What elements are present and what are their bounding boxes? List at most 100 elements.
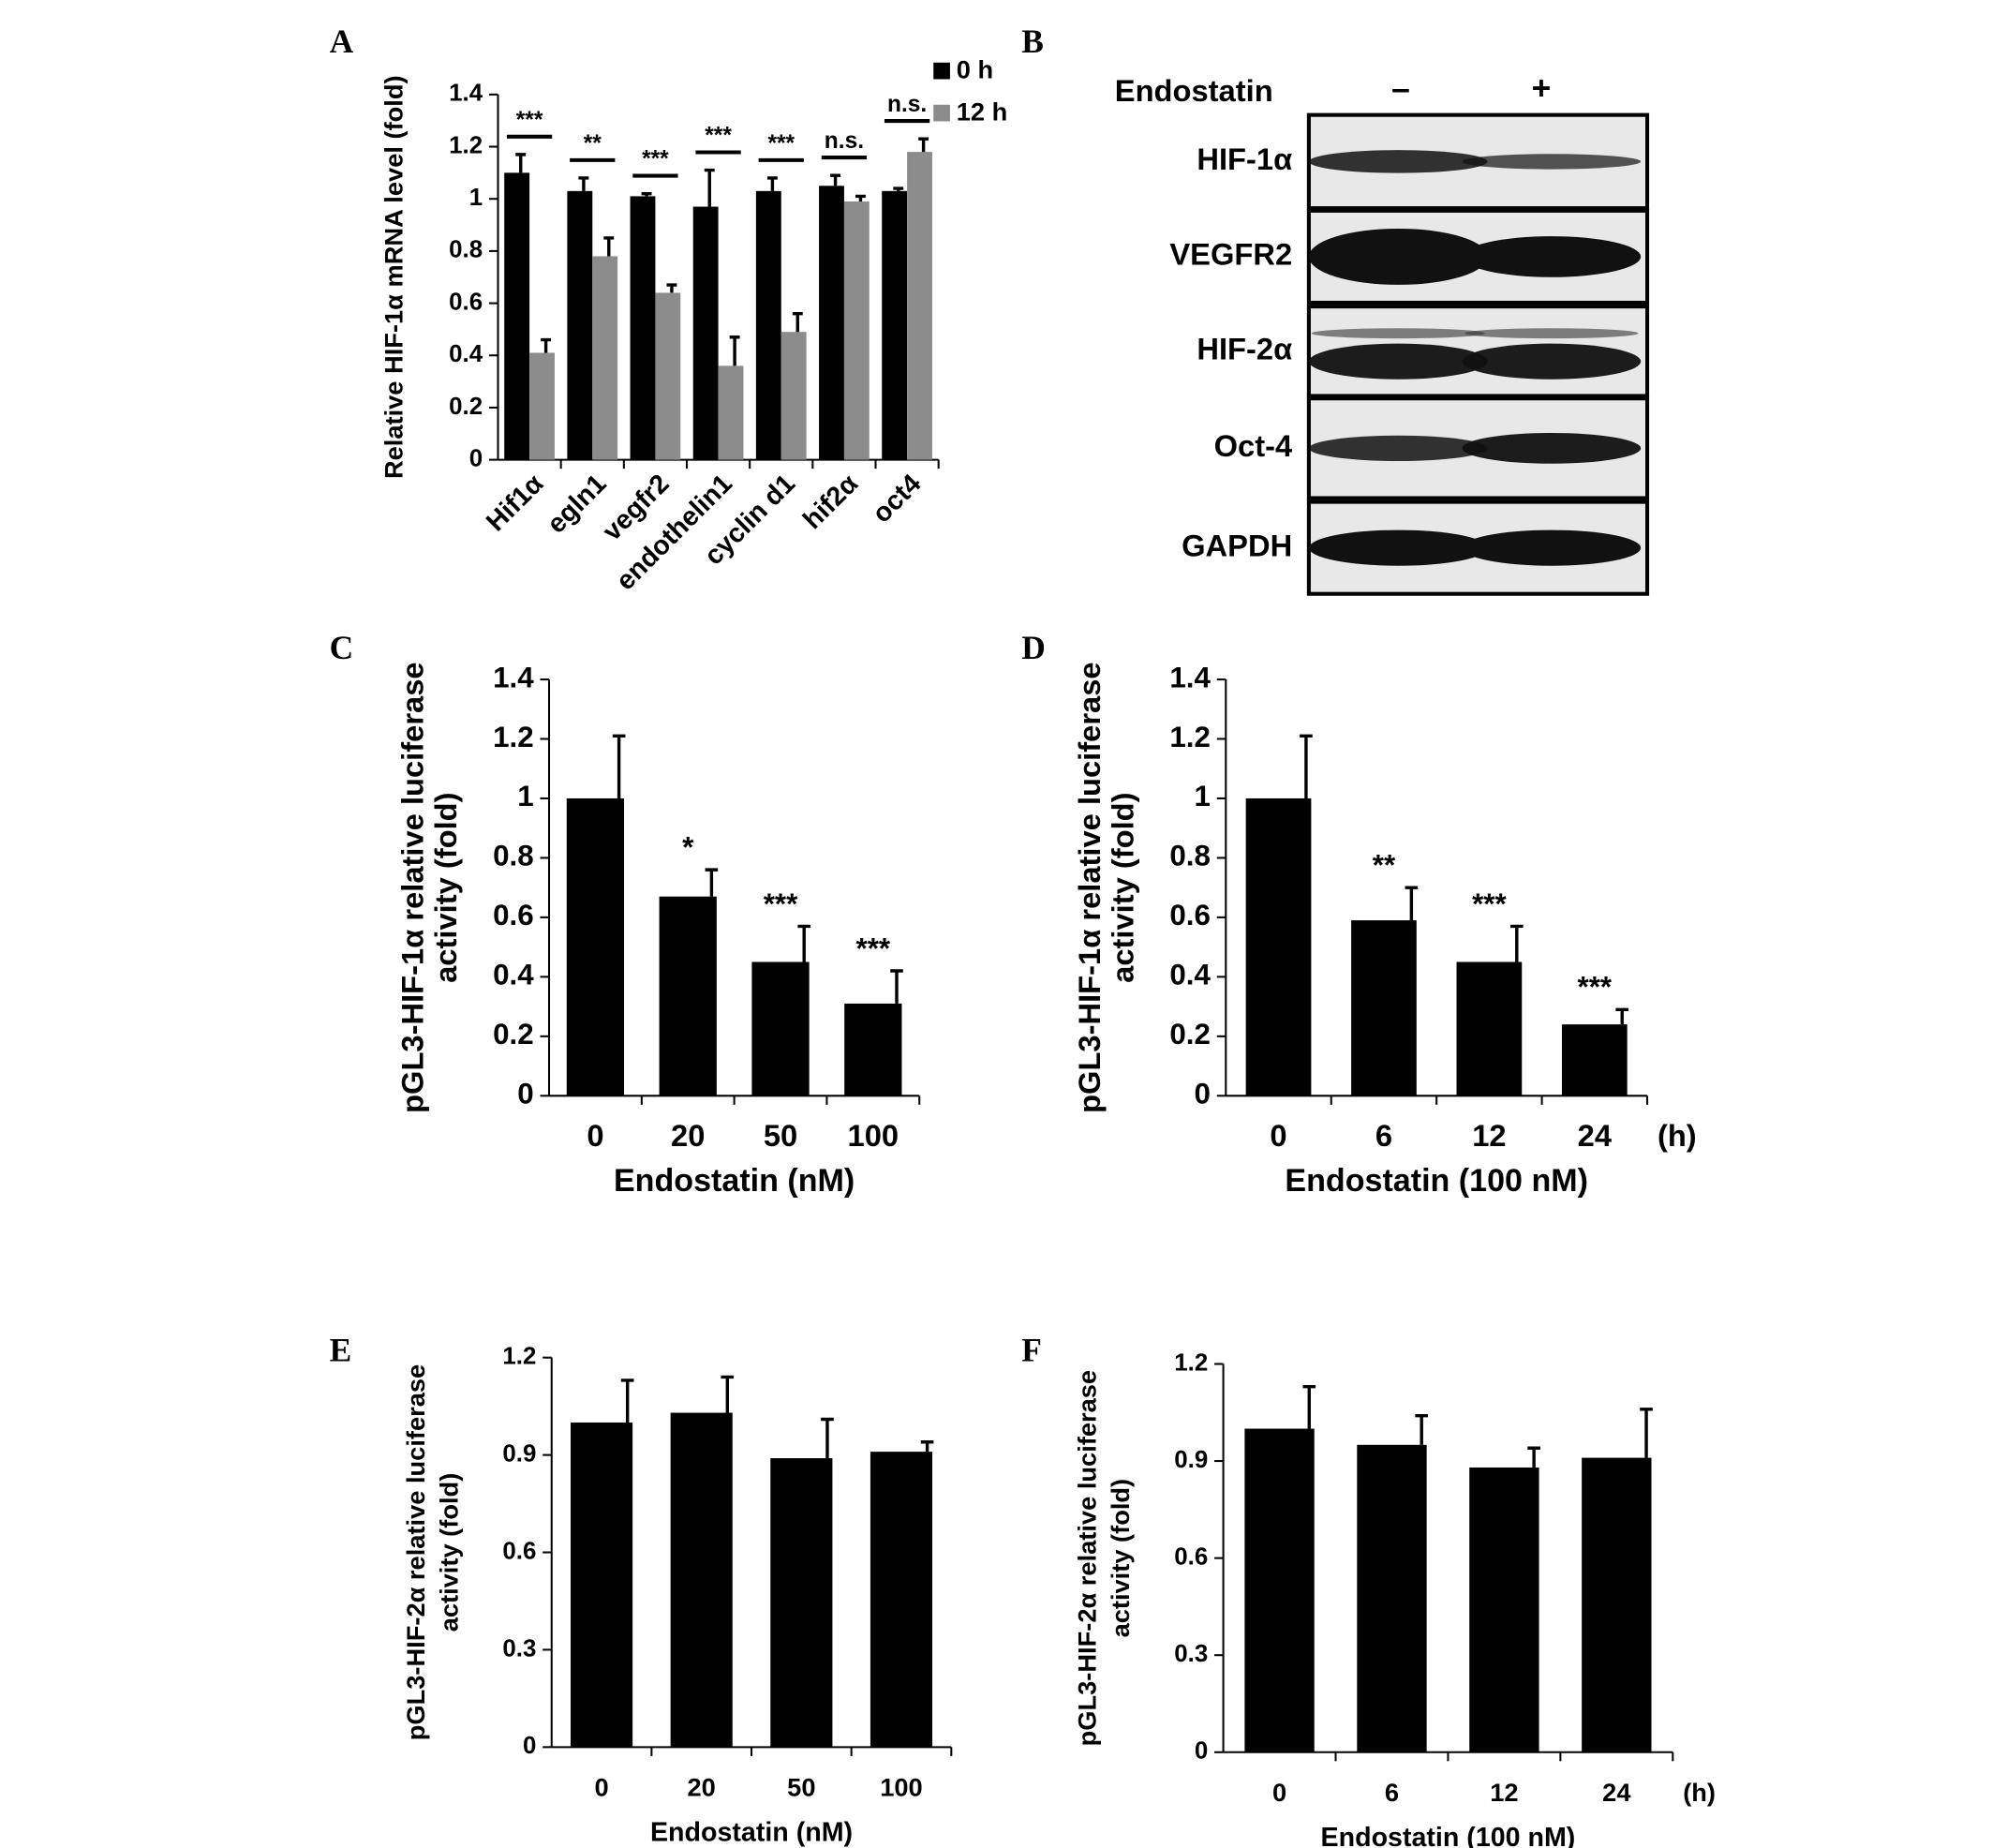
y-axis-label: activity (fold) — [1106, 1479, 1135, 1638]
bar — [780, 332, 807, 460]
error-bar — [578, 176, 589, 191]
y-axis-label: pGL3-HIF-2α relative luciferase — [1073, 1370, 1102, 1746]
row-label: GAPDH — [1182, 528, 1292, 562]
y-tick-label: 0 — [523, 1733, 536, 1759]
x-axis-label: Endostatin (nM) — [614, 1163, 855, 1199]
error-bar — [1640, 1408, 1653, 1458]
x-tick-label: 0 — [1270, 1118, 1286, 1153]
bar — [1244, 1428, 1315, 1752]
x-tick-label: hif2α — [797, 469, 864, 535]
y-tick-label: 1.2 — [493, 721, 534, 753]
y-tick-label: 0.8 — [449, 237, 483, 263]
error-bar — [704, 168, 715, 207]
y-tick-label: 1 — [469, 185, 483, 211]
error-bar — [1415, 1414, 1429, 1445]
bar — [1469, 1467, 1539, 1752]
row-label: VEGFR2 — [1169, 237, 1292, 272]
error-bar — [620, 1379, 634, 1423]
significance: *** — [705, 124, 732, 149]
y-tick-label: 0.4 — [493, 959, 534, 991]
x-tick-label: 20 — [671, 1118, 705, 1153]
y-tick-label: 0.8 — [1169, 840, 1211, 872]
bar — [567, 190, 593, 460]
panel-label: A — [330, 22, 354, 60]
legend-swatch — [933, 62, 950, 80]
x-tick-label: 24 — [1602, 1778, 1631, 1807]
significance: *** — [1472, 887, 1507, 920]
bar — [1561, 1024, 1628, 1096]
error-bar — [918, 137, 929, 153]
y-tick-label: 0.2 — [1169, 1018, 1211, 1051]
error-bar — [515, 153, 527, 173]
x-tick-label: 6 — [1375, 1118, 1392, 1153]
y-tick-label: 0.6 — [493, 899, 534, 931]
bar — [1245, 797, 1312, 1096]
blot-band — [1462, 236, 1642, 277]
y-tick-label: 0.9 — [1174, 1447, 1208, 1473]
error-bar — [705, 868, 719, 897]
x-tick-label: 12 — [1472, 1118, 1506, 1153]
row-label: HIF-2α — [1197, 331, 1292, 365]
y-tick-label: 0.6 — [1174, 1543, 1208, 1570]
x-tick-label: 12 — [1490, 1778, 1518, 1807]
bar — [504, 172, 530, 460]
bar — [870, 1452, 933, 1748]
treatment-label: Endostatin — [1115, 73, 1273, 108]
y-axis-label: activity (fold) — [428, 792, 463, 982]
legend-label: 12 h — [957, 97, 1008, 126]
significance: *** — [642, 147, 669, 172]
error-bar — [603, 236, 615, 257]
bar — [819, 186, 844, 460]
y-tick-label: 0.6 — [502, 1538, 536, 1564]
bar — [571, 1422, 633, 1748]
error-bar — [1527, 1446, 1540, 1468]
y-tick-label: 0.9 — [502, 1440, 536, 1467]
blot-band — [1462, 154, 1642, 170]
y-tick-label: 0.8 — [493, 840, 534, 872]
blot-band — [1308, 150, 1488, 173]
bar — [844, 1003, 902, 1096]
bar — [770, 1458, 833, 1748]
bar — [566, 797, 625, 1096]
panel-label: E — [330, 1332, 352, 1369]
y-tick-label: 0.3 — [1174, 1641, 1208, 1667]
x-tick-label: 0 — [594, 1773, 608, 1802]
error-bar — [1405, 886, 1419, 921]
y-axis-label: pGL3-HIF-1α relative luciferase — [1072, 662, 1107, 1113]
panel-label: D — [1021, 629, 1046, 666]
y-tick-label: 1.2 — [1169, 721, 1211, 753]
blot-band — [1311, 328, 1485, 339]
y-tick-label: 0 — [517, 1078, 533, 1110]
blot-band — [1462, 343, 1642, 380]
significance: ** — [1373, 849, 1396, 882]
error-bar — [855, 194, 866, 201]
blot-band — [1308, 343, 1488, 380]
x-tick-label: 20 — [688, 1773, 716, 1802]
panel-label: F — [1021, 1332, 1042, 1369]
bar — [659, 896, 717, 1096]
error-bar — [729, 335, 740, 366]
y-tick-label: 1 — [1195, 780, 1211, 812]
blot-band — [1308, 228, 1488, 285]
y-axis-label: pGL3-HIF-1α relative luciferase — [395, 662, 430, 1113]
error-bar — [541, 337, 552, 353]
significance: *** — [767, 131, 795, 156]
x-tick-label: Hif1α — [481, 469, 550, 538]
error-bar — [1300, 734, 1313, 798]
error-bar — [641, 191, 652, 197]
x-tick-label: 100 — [880, 1773, 922, 1802]
y-axis-label: Relative HIF-1α mRNA level (fold) — [379, 75, 409, 479]
significance: ** — [584, 131, 602, 156]
bar — [1456, 961, 1523, 1096]
y-tick-label: 0 — [1195, 1738, 1208, 1765]
error-bar — [666, 283, 677, 293]
significance: * — [682, 831, 694, 864]
row-label: HIF-1α — [1197, 142, 1292, 176]
error-bar — [893, 186, 904, 191]
y-tick-label: 0.2 — [449, 394, 483, 420]
significance: *** — [516, 108, 543, 133]
bar — [692, 206, 719, 460]
y-tick-label: 0.3 — [502, 1635, 536, 1662]
significance: n.s. — [887, 92, 927, 117]
